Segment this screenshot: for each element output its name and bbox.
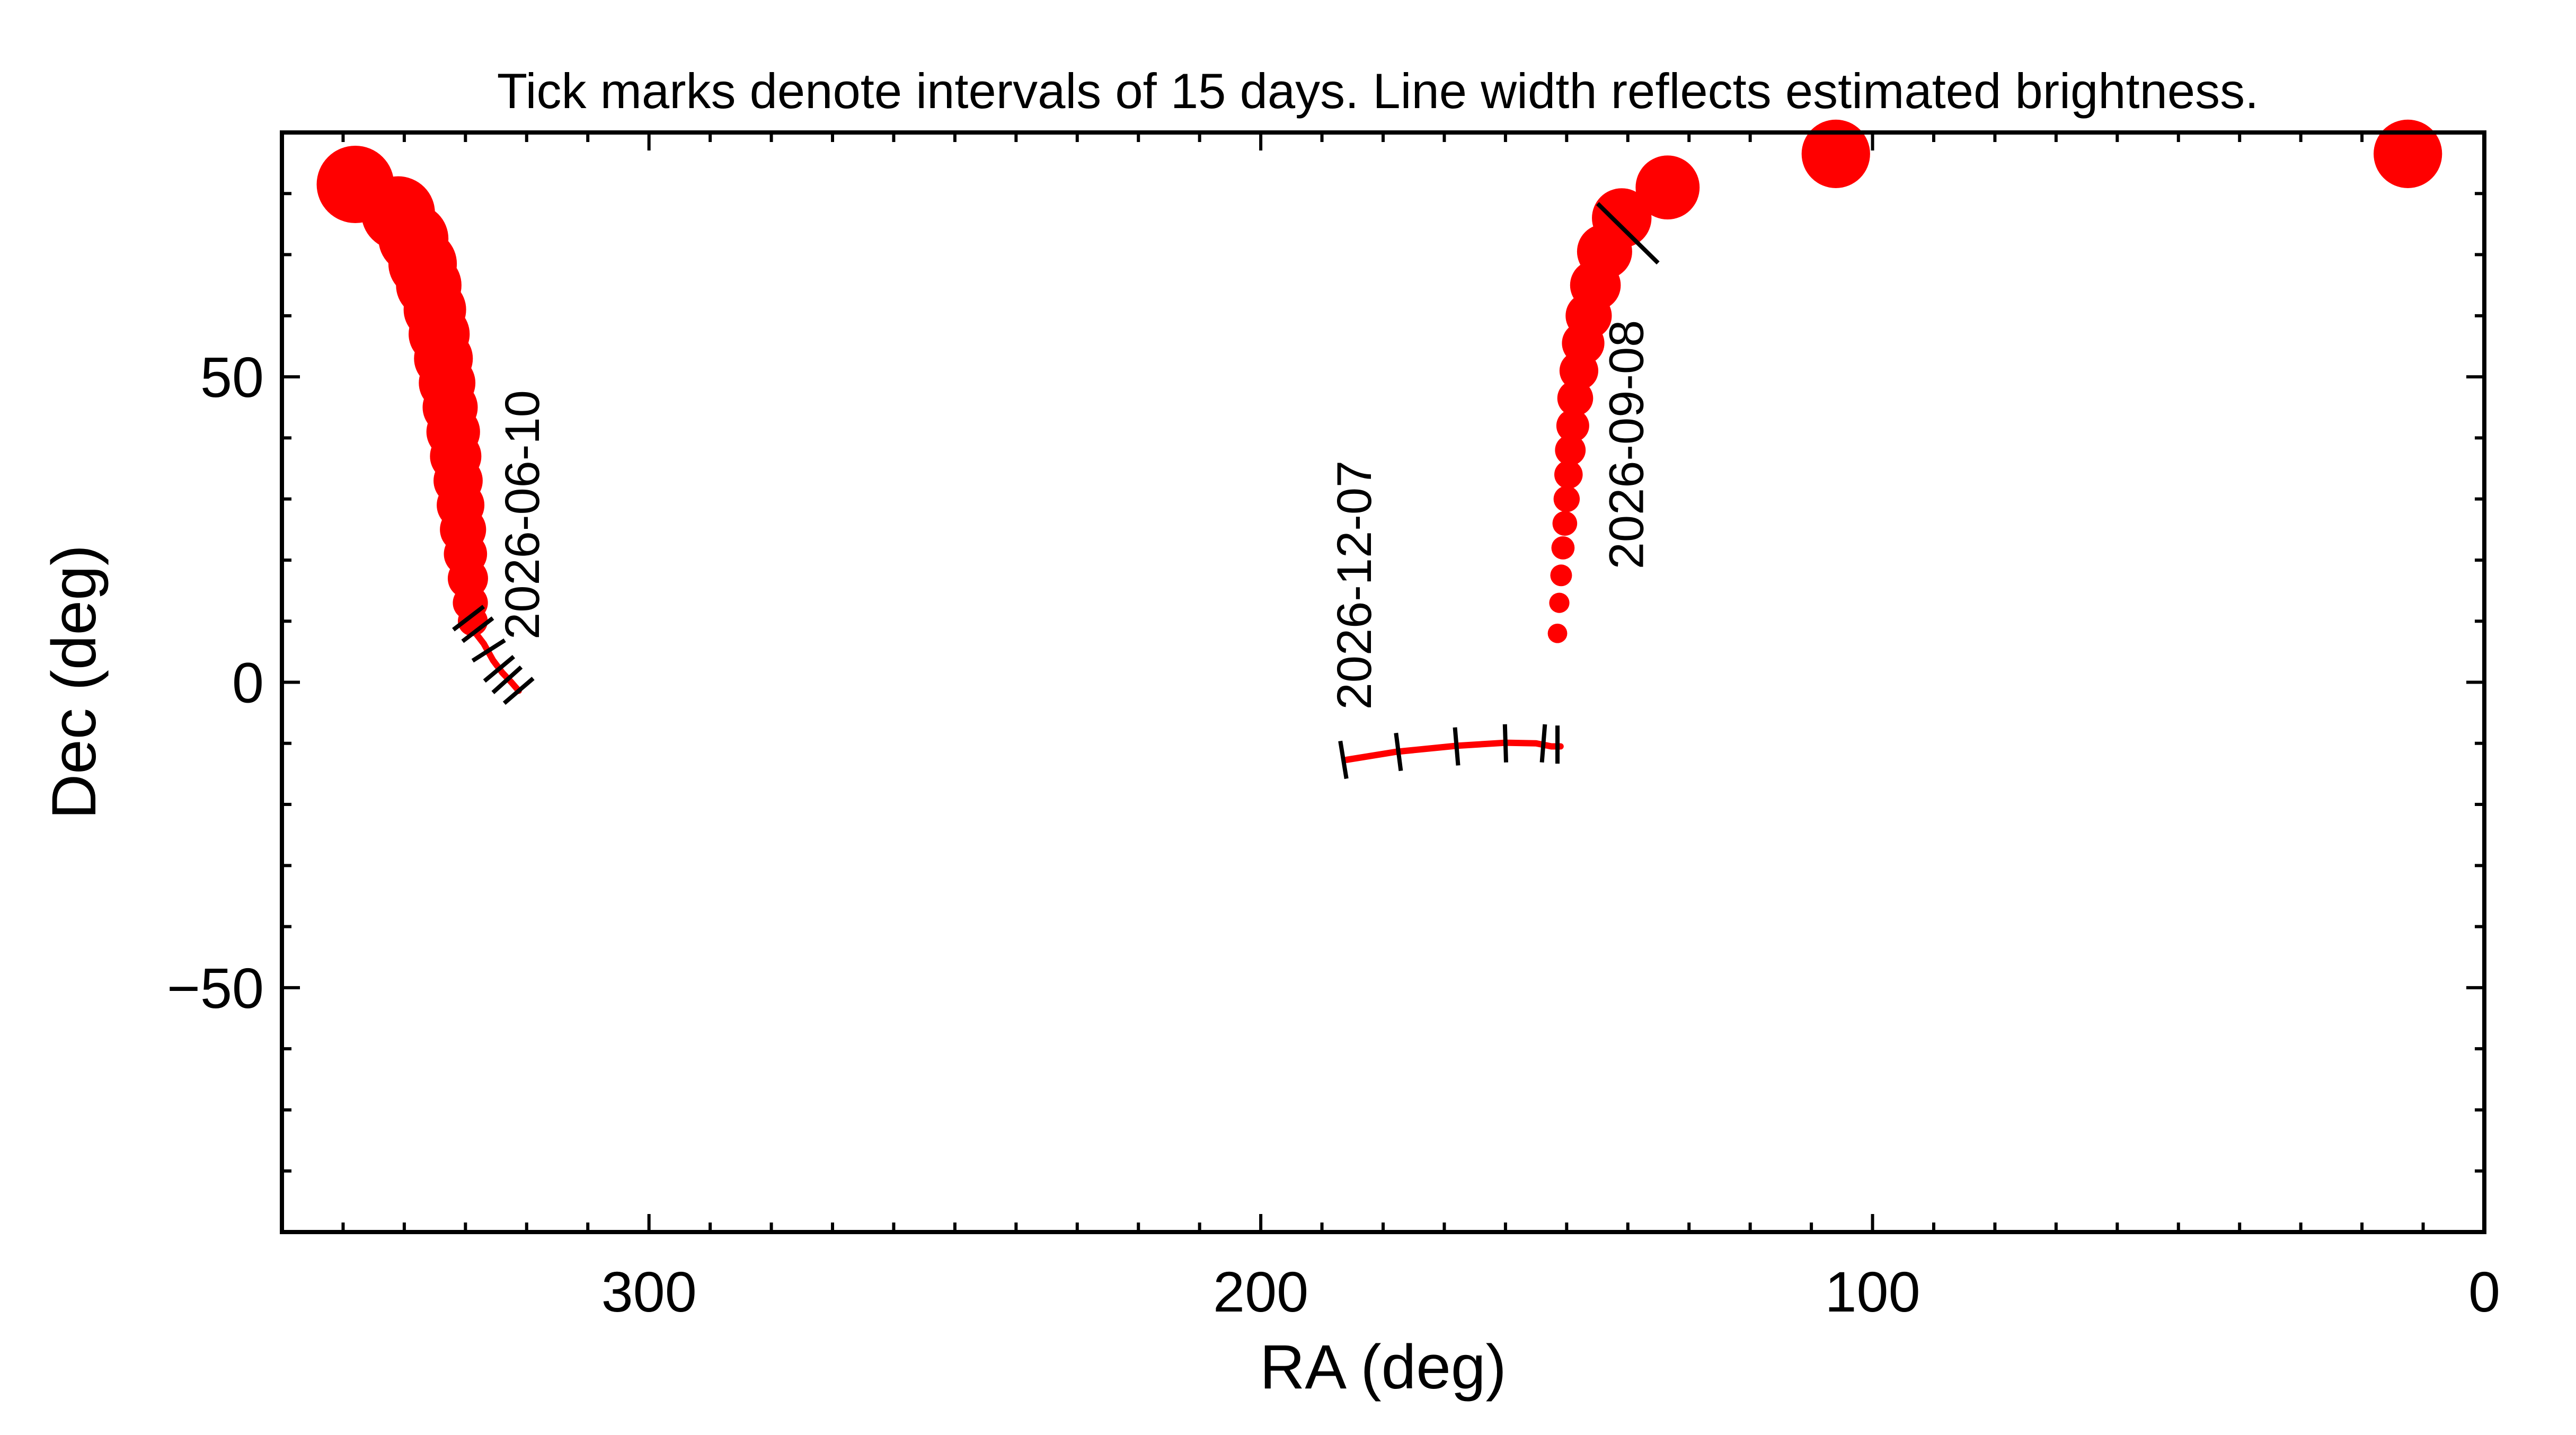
x-tick-label: 0 — [2468, 1260, 2500, 1324]
interval-tick — [1338, 740, 1349, 779]
x-axis-label: RA (deg) — [1260, 1332, 1507, 1402]
interval-tick — [471, 638, 506, 663]
plot-area: 2026-06-10 2026-12-07 2026-09-08 — [316, 119, 2442, 779]
track-point — [1550, 564, 1572, 587]
date-label: 2026-12-07 — [1327, 460, 1382, 710]
x-tick-label: 200 — [1213, 1260, 1308, 1324]
track-point — [1549, 592, 1570, 613]
interval-tick — [452, 605, 485, 632]
date-label: 2026-09-08 — [1600, 320, 1654, 570]
interval-tick — [461, 616, 494, 643]
track-point — [1635, 155, 1700, 220]
date-label: 2026-06-10 — [495, 390, 550, 640]
y-axis-label: Dec (deg) — [39, 545, 109, 819]
track-point — [1801, 119, 1870, 188]
plot-frame — [280, 130, 2486, 1234]
interval-tick — [1453, 727, 1460, 766]
interval-tick — [483, 655, 516, 683]
track-point — [1551, 536, 1575, 560]
track-point — [1555, 435, 1586, 466]
x-tick-label: 100 — [1825, 1260, 1920, 1324]
track-point — [1553, 485, 1580, 512]
track-point — [1556, 409, 1589, 442]
track-point — [2374, 119, 2442, 188]
x-tick-label: 300 — [601, 1260, 697, 1324]
chart-title: Tick marks denote intervals of 15 days. … — [497, 63, 2259, 119]
interval-tick — [1502, 724, 1508, 763]
track-point — [1552, 511, 1578, 536]
y-tick-label: 0 — [232, 651, 264, 715]
track-line-segment-1 — [473, 630, 522, 694]
interval-tick — [491, 665, 523, 694]
track-point — [1554, 460, 1583, 489]
y-tick-label: −50 — [167, 956, 264, 1020]
y-tick-label: 50 — [200, 345, 264, 409]
tick-labels: 300 200 100 0 50 0 −50 — [167, 345, 2500, 1324]
interval-tick — [502, 677, 535, 705]
interval-tick — [1394, 732, 1403, 772]
track-point — [1547, 623, 1568, 643]
interval-tick-large — [1596, 202, 1660, 265]
interval-tick — [1539, 724, 1547, 763]
track-point — [1592, 188, 1652, 248]
